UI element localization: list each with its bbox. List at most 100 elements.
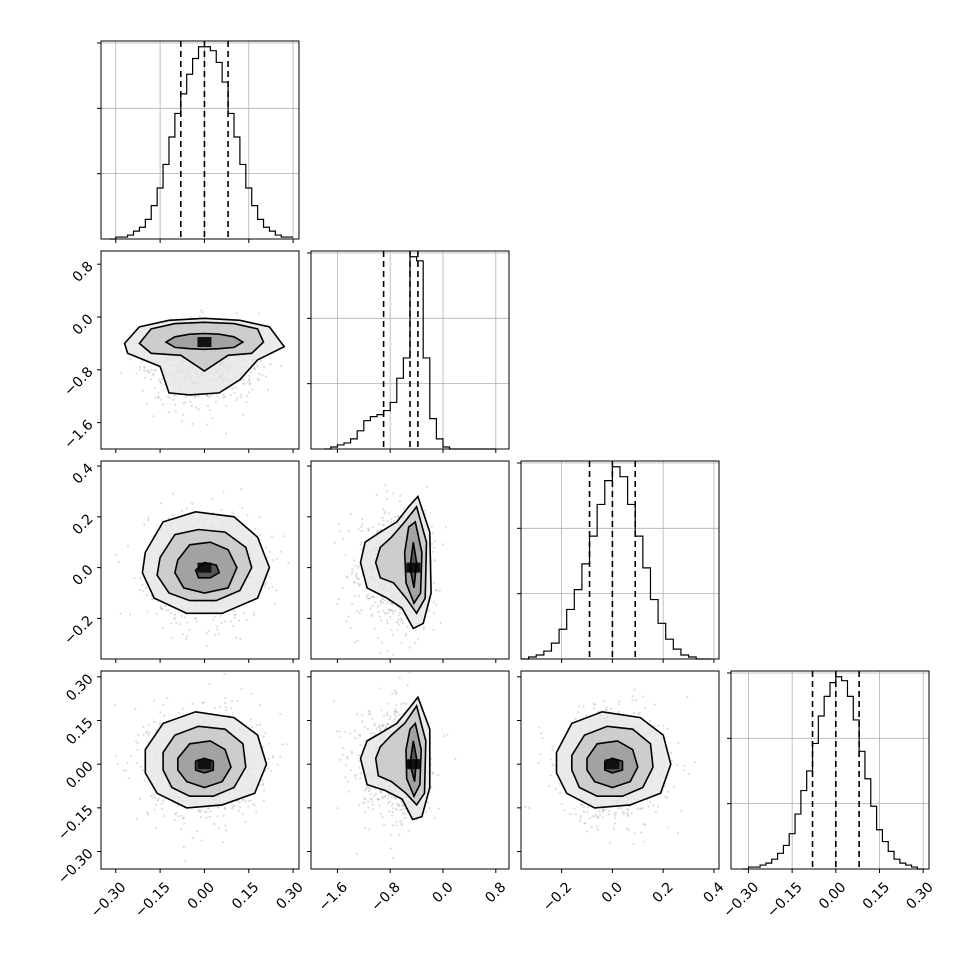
- scatter-point: [175, 811, 178, 815]
- scatter-point: [206, 404, 209, 408]
- scatter-point: [377, 637, 380, 640]
- scatter-point: [219, 614, 222, 617]
- scatter-point: [637, 712, 640, 715]
- scatter-point: [365, 786, 369, 789]
- scatter-point: [151, 796, 154, 799]
- scatter-point: [183, 616, 187, 619]
- scatter-point: [552, 764, 555, 767]
- scatter-point: [247, 799, 250, 802]
- scatter-point: [398, 499, 402, 503]
- scatter-point: [138, 368, 141, 371]
- scatter-point: [176, 804, 180, 807]
- scatter-point: [255, 811, 258, 814]
- scatter-point: [369, 788, 372, 791]
- scatter-point: [430, 542, 433, 546]
- scatter-point: [224, 432, 227, 435]
- scatter-point: [157, 391, 160, 394]
- scatter-point: [389, 833, 392, 837]
- scatter-point: [371, 808, 375, 811]
- scatter-point: [233, 616, 236, 619]
- scatter-point: [394, 710, 397, 714]
- scatter-point: [365, 787, 368, 791]
- scatter-point: [360, 530, 363, 533]
- scatter-point: [122, 769, 125, 772]
- contour-line-0: [194, 561, 221, 579]
- density-panel-2-3: [517, 670, 720, 873]
- scatter-point: [384, 611, 387, 614]
- scatter-point: [238, 801, 241, 804]
- scatter-point: [390, 629, 393, 632]
- scatter-point: [350, 769, 353, 772]
- scatter-point: [150, 368, 153, 372]
- scatter-point: [152, 372, 155, 375]
- scatter-point: [248, 382, 251, 386]
- scatter-point: [239, 805, 242, 809]
- scatter-point: [361, 518, 364, 521]
- scatter-point: [245, 394, 249, 397]
- scatter-point: [395, 809, 398, 812]
- contour-line-3: [141, 510, 271, 615]
- scatter-point: [208, 408, 211, 412]
- scatter-point: [248, 377, 251, 381]
- scatter-point: [381, 516, 384, 520]
- scatter-point: [391, 814, 394, 817]
- scatter-point: [344, 554, 347, 557]
- scatter-point: [333, 699, 336, 703]
- scatter-point: [216, 806, 219, 809]
- scatter-point: [234, 613, 237, 616]
- scatter-point: [248, 382, 252, 385]
- scatter-point: [391, 610, 395, 613]
- scatter-point: [389, 616, 392, 619]
- scatter-point: [216, 628, 219, 631]
- scatter-point: [384, 794, 387, 798]
- scatter-point: [393, 713, 396, 716]
- scatter-point: [580, 803, 583, 806]
- scatter-point: [162, 703, 165, 706]
- scatter-point: [262, 799, 265, 802]
- scatter-point: [635, 699, 638, 702]
- scatter-point: [383, 510, 386, 513]
- scatter-point: [171, 492, 175, 495]
- contour-line-0: [409, 542, 418, 589]
- scatter-point: [260, 359, 263, 363]
- scatter-point: [363, 801, 366, 804]
- scatter-point: [370, 595, 374, 598]
- scatter-point: [438, 589, 441, 593]
- scatter-point: [389, 715, 392, 718]
- scatter-point: [163, 815, 166, 818]
- scatter-point: [364, 789, 367, 792]
- histogram-panel-2: [517, 460, 720, 663]
- histogram-bars: [742, 676, 924, 870]
- panel-content: [113, 672, 288, 862]
- scatter-point: [159, 380, 162, 383]
- histogram-bars: [109, 46, 294, 240]
- scatter-point: [356, 610, 359, 613]
- scatter-point: [154, 796, 157, 800]
- scatter-point: [264, 732, 267, 735]
- scatter-point: [398, 676, 401, 679]
- scatter-point: [336, 807, 339, 810]
- scatter-point: [333, 541, 336, 544]
- scatter-point: [265, 581, 268, 585]
- scatter-point: [394, 609, 397, 612]
- scatter-point: [206, 807, 209, 810]
- scatter-point: [602, 809, 605, 812]
- scatter-point: [401, 812, 404, 815]
- scatter-point: [263, 789, 266, 792]
- scatter-point: [160, 398, 163, 401]
- scatter-point: [342, 746, 345, 750]
- scatter-point: [582, 805, 586, 809]
- scatter-point: [243, 382, 246, 385]
- scatter-point: [383, 599, 387, 602]
- scatter-point: [539, 753, 542, 756]
- scatter-point: [173, 618, 176, 621]
- scatter-point: [353, 729, 356, 732]
- scatter-point: [262, 782, 265, 785]
- scatter-point: [247, 379, 250, 382]
- scatter-point: [261, 784, 264, 787]
- scatter-point: [267, 757, 270, 761]
- scatter-point: [367, 529, 370, 532]
- scatter-point: [252, 611, 255, 614]
- scatter-point: [147, 733, 150, 737]
